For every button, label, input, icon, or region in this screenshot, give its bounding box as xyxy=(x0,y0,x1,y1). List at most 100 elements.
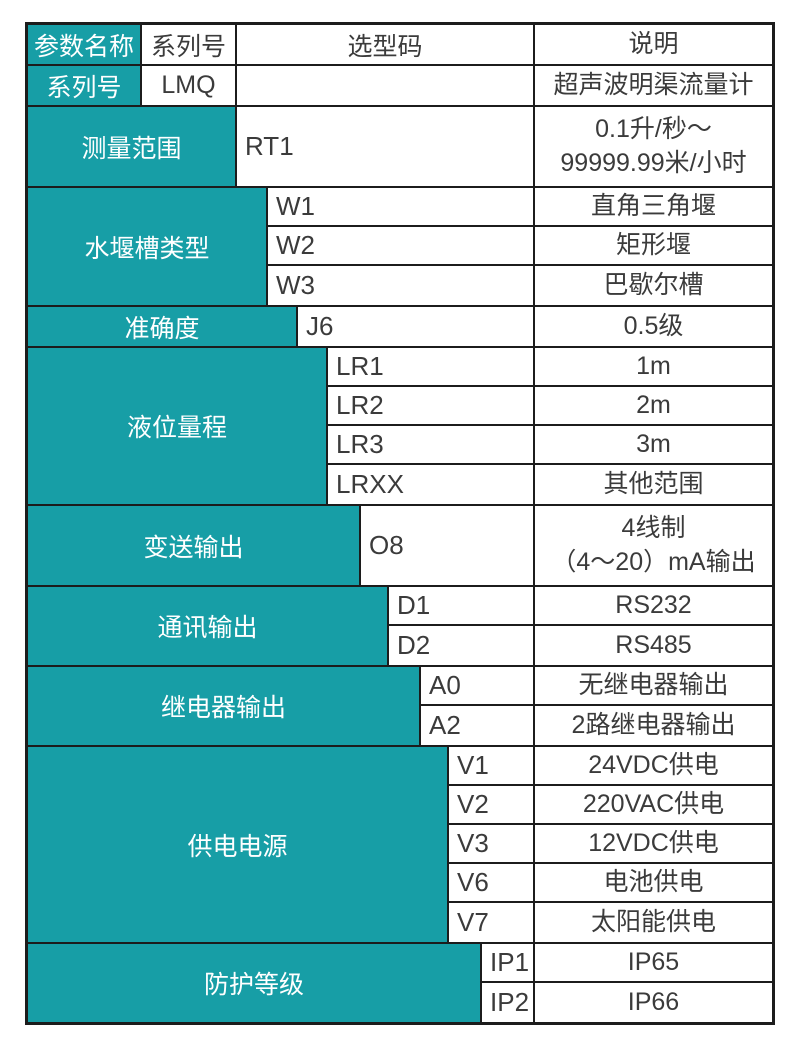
option-row: W2 矩形堰 xyxy=(268,227,772,266)
code-cell: V2 xyxy=(449,786,535,823)
option-row: LR2 2m xyxy=(328,387,772,426)
param-label: 准确度 xyxy=(28,307,298,346)
header-param-name: 参数名称 xyxy=(28,25,142,64)
code-cell: A0 xyxy=(421,667,535,704)
desc-line: 0.1升/秒～ xyxy=(595,114,712,143)
desc-cell: 24VDC供电 xyxy=(588,750,719,779)
section-power-supply: 供电电源 V1 24VDC供电 V2 220VAC供电 V3 12VDC供电 V… xyxy=(28,747,772,944)
header-series-label: 系列号 xyxy=(142,25,237,64)
code-cell: D2 xyxy=(389,626,535,665)
desc-cell: 巴歇尔槽 xyxy=(603,270,704,299)
option-row: D1 RS232 xyxy=(389,587,772,626)
desc-cell: 1m xyxy=(636,351,671,380)
series-cells: LMQ 超声波明渠流量计 xyxy=(142,66,772,105)
desc-cell: 矩形堰 xyxy=(615,230,691,259)
option-row: LR1 1m xyxy=(328,348,772,387)
desc-cell: RS485 xyxy=(615,630,692,659)
series-desc-cell: 超声波明渠流量计 xyxy=(553,70,754,99)
option-row: V2 220VAC供电 xyxy=(449,786,772,825)
desc-cell: 2m xyxy=(636,390,671,419)
param-label: 水堰槽类型 xyxy=(28,188,268,305)
options: V1 24VDC供电 V2 220VAC供电 V3 12VDC供电 V6 电池供… xyxy=(449,747,772,942)
series-opt-row: LMQ 超声波明渠流量计 xyxy=(142,66,772,105)
param-label: 变送输出 xyxy=(28,506,361,585)
code-cell: W1 xyxy=(268,188,535,225)
section-transmit-output: 变送输出 O8 4线制 （4～20）mA输出 xyxy=(28,506,772,587)
option-row: W3 巴歇尔槽 xyxy=(268,266,772,305)
code-cell: LR3 xyxy=(328,426,535,463)
param-label: 通讯输出 xyxy=(28,587,389,665)
section-protection-rating: 防护等级 IP1 IP65 IP2 IP66 xyxy=(28,944,772,1022)
series-row: 系列号 LMQ 超声波明渠流量计 xyxy=(28,66,772,107)
section-relay-output: 继电器输出 A0 无继电器输出 A2 2路继电器输出 xyxy=(28,667,772,747)
option-row: IP2 IP66 xyxy=(482,983,772,1022)
section-accuracy: 准确度 J6 0.5级 xyxy=(28,307,772,348)
options: J6 0.5级 xyxy=(298,307,772,346)
option-row: IP1 IP65 xyxy=(482,944,772,983)
option-row: LRXX 其他范围 xyxy=(328,465,772,504)
desc-line: 4线制 xyxy=(621,513,686,542)
series-value: LMQ xyxy=(142,66,237,105)
code-cell: W2 xyxy=(268,227,535,264)
desc-cell: 无继电器输出 xyxy=(578,670,729,699)
header-code-label: 选型码 xyxy=(237,25,535,64)
code-cell: V6 xyxy=(449,864,535,901)
desc-cell: 3m xyxy=(636,429,671,458)
code-cell: V3 xyxy=(449,825,535,862)
section-level-range: 液位量程 LR1 1m LR2 2m LR3 3m LRXX 其他范围 xyxy=(28,348,772,506)
section-comm-output: 通讯输出 D1 RS232 D2 RS485 xyxy=(28,587,772,667)
param-label: 测量范围 xyxy=(28,107,237,186)
desc-cell: 12VDC供电 xyxy=(588,828,719,857)
desc-cell: 0.1升/秒～ 99999.99米/小时 xyxy=(535,107,772,186)
code-cell: W3 xyxy=(268,266,535,305)
option-row: A0 无继电器输出 xyxy=(421,667,772,706)
header-opt-row: 系列号 选型码 说明 xyxy=(142,25,772,64)
code-cell: LR1 xyxy=(328,348,535,385)
desc-cell: 2路继电器输出 xyxy=(571,710,736,739)
option-row: O8 4线制 （4～20）mA输出 xyxy=(361,506,772,585)
header-row: 参数名称 系列号 选型码 说明 xyxy=(28,25,772,66)
section-measure-range: 测量范围 RT1 0.1升/秒～ 99999.99米/小时 xyxy=(28,107,772,188)
code-cell: IP2 xyxy=(482,983,535,1022)
desc-cell: RS232 xyxy=(615,590,692,619)
code-cell: LRXX xyxy=(328,465,535,504)
param-label: 继电器输出 xyxy=(28,667,421,745)
desc-cell: IP66 xyxy=(627,987,680,1016)
desc-cell: 0.5级 xyxy=(623,311,684,340)
options: A0 无继电器输出 A2 2路继电器输出 xyxy=(421,667,772,745)
desc-line: 99999.99米/小时 xyxy=(560,148,747,177)
options: RT1 0.1升/秒～ 99999.99米/小时 xyxy=(237,107,772,186)
product-selection-table: 参数名称 系列号 选型码 说明 系列号 LMQ 超声波明渠流量计 测量范围 RT… xyxy=(25,22,775,1025)
code-cell: V1 xyxy=(449,747,535,784)
options: W1 直角三角堰 W2 矩形堰 W3 巴歇尔槽 xyxy=(268,188,772,305)
code-cell: O8 xyxy=(361,506,535,585)
code-cell: D1 xyxy=(389,587,535,624)
options: D1 RS232 D2 RS485 xyxy=(389,587,772,665)
series-code-cell xyxy=(237,66,535,105)
option-row: V6 电池供电 xyxy=(449,864,772,903)
param-label: 防护等级 xyxy=(28,944,482,1022)
code-cell: IP1 xyxy=(482,944,535,981)
series-param-label: 系列号 xyxy=(28,66,142,105)
param-label: 供电电源 xyxy=(28,747,449,942)
code-cell: RT1 xyxy=(237,107,535,186)
option-row: J6 0.5级 xyxy=(298,307,772,346)
code-cell: J6 xyxy=(298,307,535,346)
header-desc-label: 说明 xyxy=(628,29,679,58)
option-row: LR3 3m xyxy=(328,426,772,465)
option-row: D2 RS485 xyxy=(389,626,772,665)
code-cell: V7 xyxy=(449,903,535,942)
desc-cell: IP65 xyxy=(627,947,680,976)
desc-cell: 220VAC供电 xyxy=(582,789,725,818)
option-row: A2 2路继电器输出 xyxy=(421,706,772,745)
header-cells: 系列号 选型码 说明 xyxy=(142,25,772,64)
code-cell: LR2 xyxy=(328,387,535,424)
option-row: RT1 0.1升/秒～ 99999.99米/小时 xyxy=(237,107,772,186)
option-row: W1 直角三角堰 xyxy=(268,188,772,227)
code-cell: A2 xyxy=(421,706,535,745)
desc-cell: 其他范围 xyxy=(603,469,704,498)
options: IP1 IP65 IP2 IP66 xyxy=(482,944,772,1022)
desc-cell: 直角三角堰 xyxy=(590,191,716,220)
options: O8 4线制 （4～20）mA输出 xyxy=(361,506,772,585)
option-row: V3 12VDC供电 xyxy=(449,825,772,864)
